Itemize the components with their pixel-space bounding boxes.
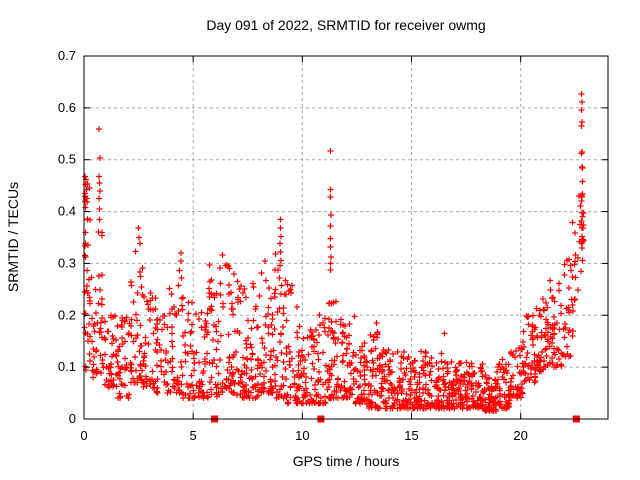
- x-tick-label: 10: [295, 428, 309, 443]
- x-tick-label: 20: [513, 428, 527, 443]
- points-layer: [81, 91, 587, 423]
- chart-title: Day 091 of 2022, SRMTID for receiver owm…: [206, 17, 485, 33]
- x-axis-label: GPS time / hours: [293, 453, 400, 469]
- labels-layer: Day 091 of 2022, SRMTID for receiver owm…: [5, 17, 486, 469]
- y-tick-label: 0.4: [58, 204, 76, 219]
- grid-layer: [84, 56, 608, 419]
- y-tick-label: 0.7: [58, 48, 76, 63]
- y-tick-label: 0.3: [58, 255, 76, 270]
- y-tick-label: 0.1: [58, 359, 76, 374]
- x-tick-label: 5: [190, 428, 197, 443]
- plot-frame: [83, 55, 609, 420]
- ticks-layer: 0 5 10 15 20 0 0.1 0.2 0.3 0.4 0.5 0.6 0.7: [58, 48, 608, 443]
- frame-layer: [83, 55, 609, 420]
- y-tick-label: 0.6: [58, 100, 76, 115]
- y-tick-label: 0: [69, 411, 76, 426]
- scatter-points: [81, 91, 587, 414]
- x-tick-label: 15: [404, 428, 418, 443]
- x-tick-label: 0: [80, 428, 87, 443]
- y-tick-label: 0.2: [58, 307, 76, 322]
- y-axis-label: SRMTID / TECUs: [5, 182, 21, 292]
- y-tick-label: 0.5: [58, 152, 76, 167]
